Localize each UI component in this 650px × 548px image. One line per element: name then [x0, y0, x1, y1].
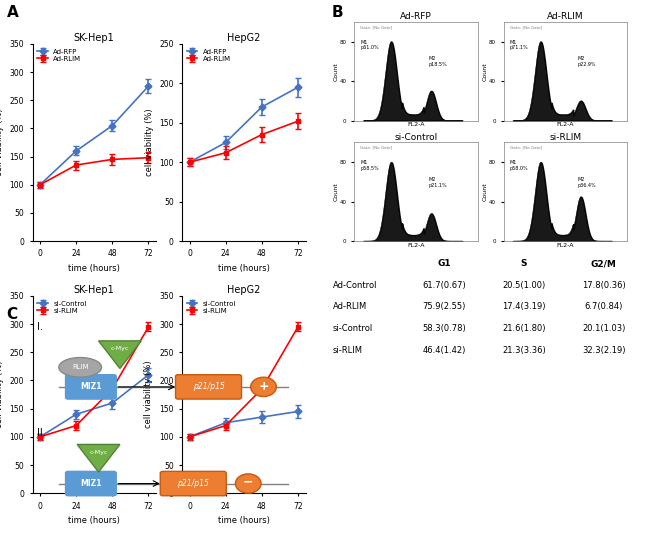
FancyBboxPatch shape: [66, 471, 116, 496]
X-axis label: FL2-A: FL2-A: [557, 243, 574, 248]
Text: M2
p22.9%: M2 p22.9%: [578, 56, 596, 67]
Y-axis label: Count: Count: [333, 62, 338, 81]
X-axis label: FL2-A: FL2-A: [408, 122, 424, 127]
FancyBboxPatch shape: [161, 471, 226, 496]
Text: p21/p15: p21/p15: [192, 383, 224, 391]
Text: A: A: [6, 5, 18, 20]
Text: Gate: [No Gate]: Gate: [No Gate]: [360, 145, 393, 150]
Text: I.: I.: [38, 322, 44, 333]
Text: M2
p18.5%: M2 p18.5%: [428, 56, 447, 67]
Y-axis label: cell viability (%): cell viability (%): [144, 109, 153, 176]
Polygon shape: [77, 444, 120, 472]
Text: p21/p15: p21/p15: [177, 479, 209, 488]
Title: SK-Hep1: SK-Hep1: [74, 33, 114, 43]
Y-axis label: cell viability (%): cell viability (%): [0, 361, 4, 429]
FancyBboxPatch shape: [176, 375, 242, 399]
Text: M2
p36.4%: M2 p36.4%: [578, 177, 597, 188]
Y-axis label: Count: Count: [483, 182, 488, 201]
Text: M1
p58.0%: M1 p58.0%: [510, 160, 528, 171]
Text: +: +: [258, 380, 269, 393]
Polygon shape: [99, 341, 141, 368]
Text: MIZ1: MIZ1: [80, 479, 101, 488]
Text: c-Myc: c-Myc: [89, 450, 108, 455]
Text: c-Myc: c-Myc: [111, 346, 129, 351]
Legend: si-Control, si-RLIM: si-Control, si-RLIM: [36, 299, 88, 315]
Legend: si-Control, si-RLIM: si-Control, si-RLIM: [185, 299, 238, 315]
Title: HepG2: HepG2: [227, 33, 261, 43]
Legend: Ad-RFP, Ad-RLIM: Ad-RFP, Ad-RLIM: [36, 47, 83, 63]
Text: M2
p21.1%: M2 p21.1%: [428, 177, 447, 188]
Y-axis label: cell viability (%): cell viability (%): [0, 109, 4, 176]
Title: HepG2: HepG2: [227, 285, 261, 295]
Text: −: −: [243, 476, 254, 489]
Y-axis label: cell viability (%): cell viability (%): [144, 361, 153, 429]
X-axis label: FL2-A: FL2-A: [408, 243, 424, 248]
Circle shape: [235, 474, 261, 493]
Circle shape: [251, 377, 276, 397]
Y-axis label: Count: Count: [483, 62, 488, 81]
Text: Gate: [No Gate]: Gate: [No Gate]: [510, 145, 542, 150]
X-axis label: time (hours): time (hours): [68, 516, 120, 525]
Text: Gate: [No Gate]: Gate: [No Gate]: [510, 25, 542, 29]
Ellipse shape: [59, 357, 101, 377]
FancyBboxPatch shape: [66, 375, 116, 399]
Text: Gate: [No Gate]: Gate: [No Gate]: [360, 25, 393, 29]
Title: SK-Hep1: SK-Hep1: [74, 285, 114, 295]
X-axis label: time (hours): time (hours): [68, 264, 120, 273]
Legend: Ad-RFP, Ad-RLIM: Ad-RFP, Ad-RLIM: [185, 47, 232, 63]
Text: RLIM: RLIM: [72, 364, 88, 370]
Title: si-Control: si-Control: [395, 133, 437, 142]
Title: Ad-RFP: Ad-RFP: [400, 12, 432, 21]
Text: II.: II.: [38, 429, 46, 438]
Text: B: B: [332, 5, 343, 20]
Y-axis label: Count: Count: [333, 182, 338, 201]
Text: M1
p58.5%: M1 p58.5%: [360, 160, 379, 171]
Text: MIZ1: MIZ1: [80, 383, 101, 391]
Title: si-RLIM: si-RLIM: [549, 133, 582, 142]
X-axis label: FL2-A: FL2-A: [557, 122, 574, 127]
X-axis label: time (hours): time (hours): [218, 264, 270, 273]
Text: C: C: [6, 307, 18, 322]
Title: Ad-RLIM: Ad-RLIM: [547, 12, 584, 21]
Text: M1
p71.1%: M1 p71.1%: [510, 39, 528, 50]
X-axis label: time (hours): time (hours): [218, 516, 270, 525]
Text: M1
p61.0%: M1 p61.0%: [360, 39, 379, 50]
